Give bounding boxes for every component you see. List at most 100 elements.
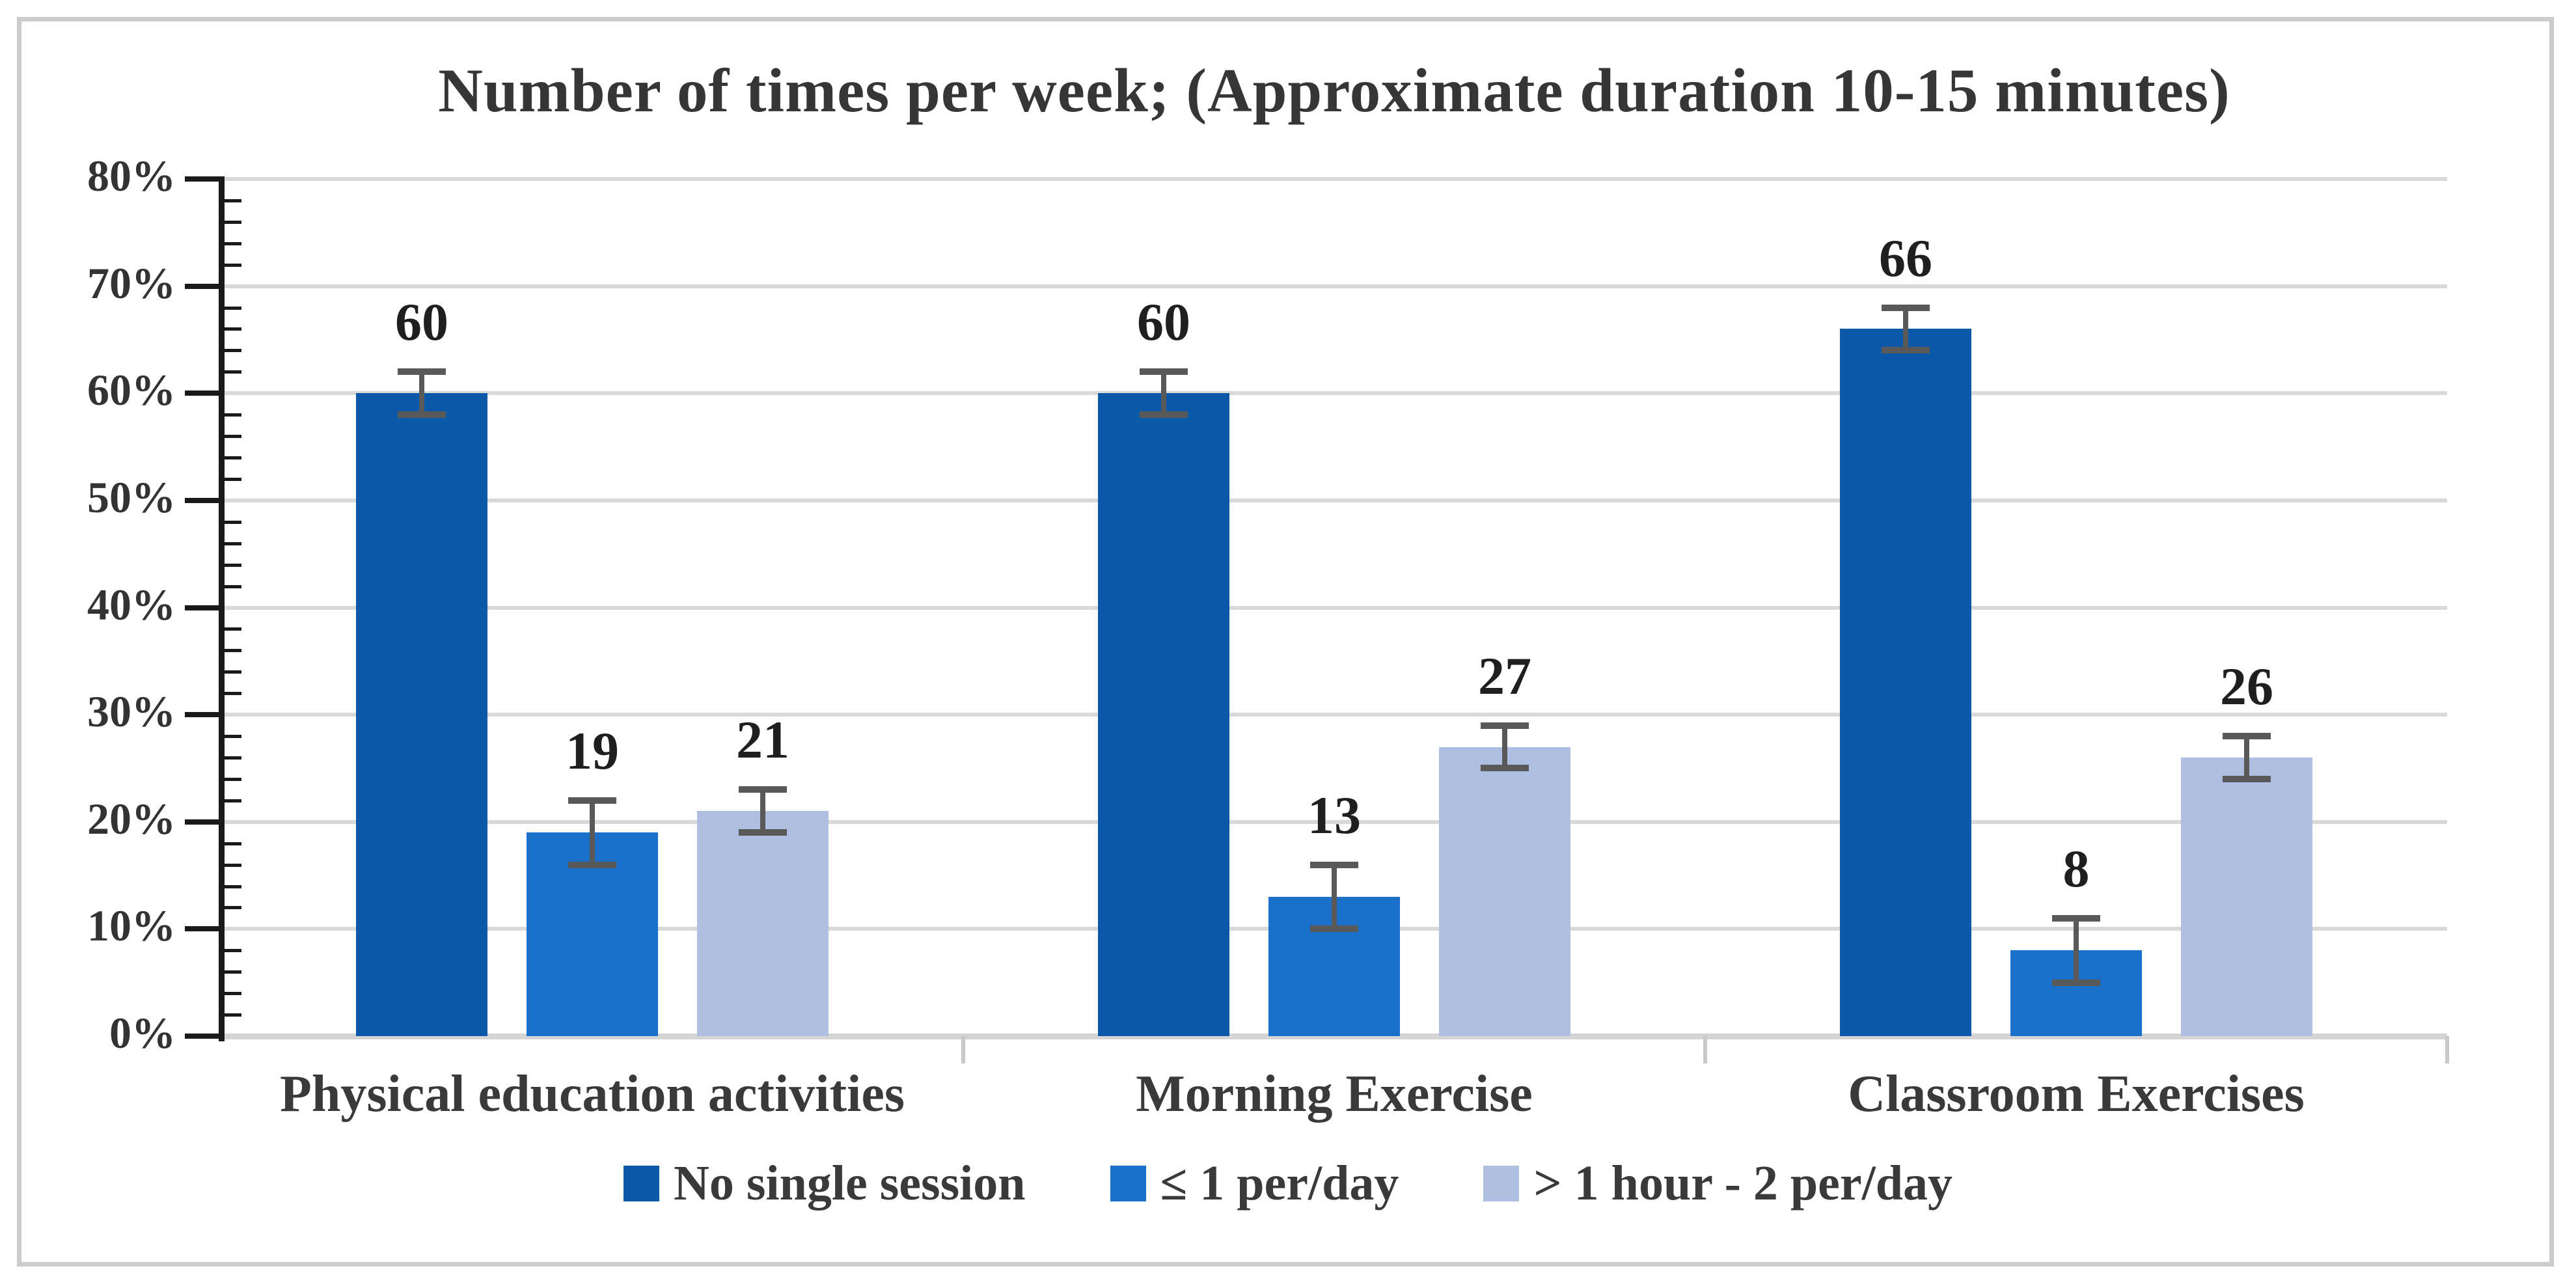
y-tick-minor-64: [225, 349, 241, 353]
category-boundary-tick-2: [1703, 1036, 1707, 1063]
y-axis-label-40: 40%: [87, 579, 176, 629]
error-bar-cap-top-cat1-s1: [1310, 861, 1358, 868]
legend-label-2: > 1 hour - 2 per/day: [1533, 1156, 1953, 1211]
y-tick-minor-6: [225, 970, 241, 974]
error-bar-cap-top-cat0-s2: [739, 786, 787, 793]
error-bar-whisker-cat0-s0: [419, 372, 424, 415]
y-tick-minor-4: [225, 992, 241, 996]
y-tick-minor-54: [225, 456, 241, 460]
y-axis-label-50: 50%: [87, 472, 176, 522]
y-tick-major-30: [185, 712, 219, 718]
error-bar-cap-bottom-cat2-s1: [2052, 979, 2100, 986]
y-tick-minor-52: [225, 477, 241, 481]
bar-no-single-session-cat0: [356, 393, 487, 1036]
y-tick-minor-18: [225, 842, 241, 845]
category-boundary-tick-3: [2445, 1036, 2449, 1063]
error-bar-whisker-cat2-s0: [1903, 307, 1908, 351]
y-tick-minor-24: [225, 777, 241, 781]
legend-swatch-icon: [1110, 1166, 1146, 1201]
error-bar-cap-bottom-cat0-s0: [398, 411, 446, 418]
data-label-cat2-s1: 8: [2062, 838, 2090, 898]
legend-swatch-icon: [623, 1166, 659, 1201]
y-tick-minor-8: [225, 949, 241, 953]
error-bar-cap-bottom-cat0-s1: [568, 861, 616, 868]
y-tick-minor-68: [225, 306, 241, 310]
legend-swatch-icon: [1483, 1166, 1520, 1201]
error-bar-cap-bottom-cat2-s2: [2223, 775, 2271, 782]
gridline-30: [221, 713, 2447, 717]
data-label-cat1-s0: 60: [1137, 292, 1190, 352]
y-tick-major-20: [185, 819, 219, 825]
y-axis-label-20: 20%: [87, 793, 176, 843]
error-bar-cap-top-cat0-s1: [568, 797, 616, 804]
data-label-cat2-s2: 26: [2220, 657, 2273, 717]
legend: No single session ≤ 1 per/day > 1 hour - 2…: [0, 1155, 2576, 1212]
error-bar-cap-top-cat1-s0: [1140, 368, 1188, 376]
y-tick-major-40: [185, 605, 219, 610]
category-label-0: Physical education activities: [280, 1065, 905, 1123]
y-axis-label-80: 80%: [87, 151, 176, 200]
x-axis-line: [221, 1034, 2447, 1039]
gridline-40: [221, 605, 2447, 610]
y-axis-label-10: 10%: [87, 901, 176, 951]
y-tick-minor-26: [225, 756, 241, 760]
data-label-cat1-s1: 13: [1308, 785, 1361, 845]
legend-item-1: ≤ 1 per/day: [1110, 1155, 1399, 1212]
data-label-cat2-s0: 66: [1879, 228, 1932, 288]
gridline-60: [221, 391, 2447, 396]
category-boundary-tick-1: [961, 1036, 965, 1063]
y-tick-minor-16: [225, 863, 241, 867]
y-tick-minor-12: [225, 906, 241, 910]
error-bar-whisker-cat1-s2: [1502, 725, 1507, 769]
data-label-cat0-s2: 21: [736, 710, 789, 770]
error-bar-cap-bottom-cat0-s2: [739, 829, 787, 836]
bar-no-single-session-cat2: [1840, 329, 1971, 1036]
bar--1-hour-2-per-day-cat0: [697, 811, 829, 1036]
error-bar-whisker-cat2-s1: [2074, 918, 2079, 983]
y-tick-major-80: [185, 176, 219, 182]
bar--1-hour-2-per-day-cat2: [2181, 757, 2312, 1036]
y-tick-major-0: [185, 1034, 219, 1039]
y-tick-minor-46: [225, 541, 241, 545]
y-axis-label-0: 0%: [109, 1008, 176, 1058]
y-tick-minor-38: [225, 627, 241, 631]
y-axis-line: [219, 176, 225, 1041]
data-label-cat1-s2: 27: [1478, 646, 1531, 706]
data-label-cat0-s1: 19: [566, 720, 619, 780]
error-bar-cap-bottom-cat1-s2: [1481, 765, 1529, 772]
error-bar-cap-top-cat1-s2: [1481, 722, 1529, 729]
y-tick-minor-62: [225, 370, 241, 374]
y-tick-minor-56: [225, 435, 241, 439]
error-bar-whisker-cat1-s1: [1332, 864, 1337, 929]
category-label-1: Morning Exercise: [1136, 1065, 1533, 1123]
y-tick-minor-14: [225, 884, 241, 888]
y-tick-minor-48: [225, 520, 241, 524]
y-tick-major-10: [185, 926, 219, 932]
error-bar-cap-bottom-cat1-s1: [1310, 925, 1358, 933]
gridline-50: [221, 498, 2447, 502]
legend-label-1: ≤ 1 per/day: [1160, 1156, 1399, 1211]
y-tick-major-70: [185, 283, 219, 289]
data-label-cat0-s0: 60: [395, 292, 448, 352]
y-tick-minor-22: [225, 799, 241, 802]
chart-title: Number of times per week; (Approximate d…: [438, 56, 2230, 125]
y-tick-minor-76: [225, 220, 241, 224]
y-axis-label-70: 70%: [87, 258, 176, 308]
error-bar-cap-bottom-cat2-s0: [1882, 347, 1930, 354]
y-tick-minor-66: [225, 327, 241, 331]
error-bar-cap-top-cat0-s0: [398, 368, 446, 376]
error-bar-whisker-cat0-s2: [760, 789, 765, 833]
y-tick-minor-72: [225, 263, 241, 267]
y-tick-major-60: [185, 391, 219, 396]
gridline-80: [221, 177, 2447, 181]
y-tick-minor-32: [225, 692, 241, 696]
category-label-2: Classroom Exercises: [1848, 1065, 2305, 1123]
y-tick-minor-74: [225, 241, 241, 245]
y-tick-minor-34: [225, 670, 241, 674]
legend-label-0: No single session: [674, 1156, 1026, 1211]
error-bar-cap-bottom-cat1-s0: [1140, 411, 1188, 418]
error-bar-whisker-cat1-s0: [1161, 372, 1166, 415]
error-bar-cap-top-cat2-s2: [2223, 733, 2271, 740]
gridline-20: [221, 819, 2447, 824]
legend-item-0: No single session: [623, 1155, 1026, 1212]
